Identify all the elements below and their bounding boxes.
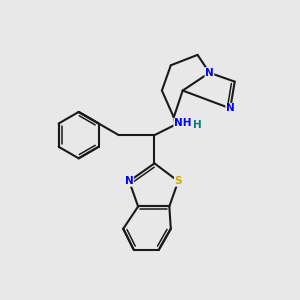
Text: N: N [125, 176, 134, 186]
Text: N: N [226, 103, 235, 113]
Text: NH: NH [174, 118, 191, 128]
Text: S: S [175, 176, 182, 186]
Text: N: N [205, 68, 214, 78]
Text: H: H [193, 120, 202, 130]
